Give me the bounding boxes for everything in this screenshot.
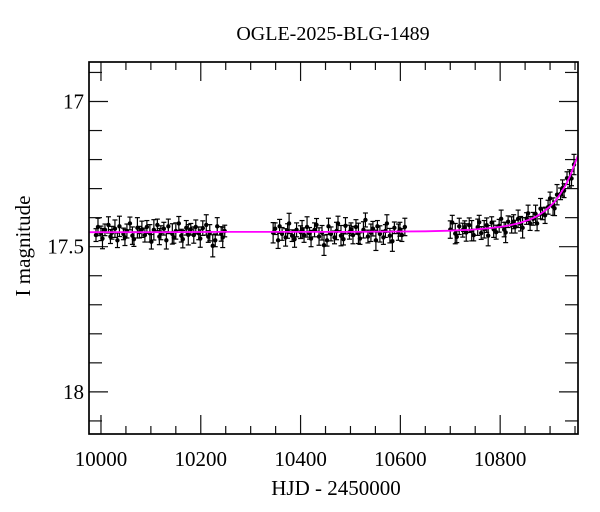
data-point: [392, 225, 397, 231]
data-point: [292, 236, 297, 242]
axis-ticks: [89, 62, 578, 434]
data-point: [520, 225, 525, 231]
data-point: [402, 224, 408, 230]
data-point: [534, 221, 540, 226]
data-point: [350, 232, 356, 238]
data-point: [155, 222, 160, 228]
data-point: [363, 217, 368, 223]
data-point: [314, 222, 319, 228]
data-point: [286, 221, 292, 226]
data-point: [272, 226, 278, 231]
data-point: [115, 238, 120, 243]
data-point: [176, 221, 182, 226]
data-point: [341, 236, 346, 242]
data-point: [353, 224, 359, 230]
data-point: [161, 226, 167, 231]
data-point: [338, 233, 344, 238]
data-point: [390, 238, 395, 244]
data-point: [127, 221, 133, 226]
data-point: [485, 233, 491, 238]
data-point: [328, 231, 334, 237]
data-point: [316, 234, 322, 239]
x-tick-label: 10600: [374, 447, 427, 471]
data-point: [377, 231, 383, 237]
data-point: [289, 233, 295, 238]
tick-labels: 10000 10200 10400 10600 10800 17 17.5 18: [47, 89, 526, 471]
model-curve: [89, 155, 579, 234]
plot-frame: [88, 61, 579, 435]
data-point: [464, 230, 469, 235]
data-point: [384, 221, 390, 226]
data-point: [112, 226, 118, 231]
data-point: [193, 224, 198, 230]
data-point: [144, 224, 150, 230]
data-point: [200, 225, 205, 231]
data-point: [478, 230, 484, 236]
data-point: [102, 227, 108, 233]
data-points: [93, 153, 577, 258]
y-axis-label: I magnitude: [11, 196, 35, 297]
data-point: [454, 234, 459, 240]
data-point: [533, 211, 538, 217]
data-point: [335, 221, 341, 226]
data-point: [149, 239, 154, 244]
y-tick-label: 18: [63, 380, 84, 404]
data-point: [498, 216, 504, 222]
data-point: [279, 231, 285, 237]
data-point: [450, 220, 455, 225]
data-point: [324, 238, 330, 243]
data-point: [373, 238, 379, 243]
data-point: [142, 232, 148, 238]
data-point: [505, 219, 511, 224]
data-point: [493, 229, 499, 235]
x-tick-label: 10000: [75, 447, 128, 471]
data-point: [308, 236, 314, 241]
data-point: [515, 216, 521, 222]
y-tick-label: 17: [63, 89, 84, 113]
model-curve-layer: [89, 155, 579, 234]
data-point: [213, 238, 218, 243]
data-point: [503, 230, 508, 235]
data-point: [198, 236, 203, 241]
data-point: [180, 236, 186, 242]
data-point: [188, 227, 193, 232]
data-point: [552, 206, 557, 211]
data-point: [332, 235, 337, 240]
data-point: [95, 224, 101, 230]
plot-title: OGLE-2025-BLG-1489: [236, 23, 429, 45]
data-point: [117, 224, 122, 229]
data-point: [343, 223, 348, 228]
data-point: [467, 223, 472, 228]
data-point: [171, 235, 177, 240]
data-point: [100, 236, 105, 241]
data-point: [301, 232, 307, 238]
data-point: [471, 232, 476, 238]
data-point: [527, 221, 533, 226]
x-axis-label: HJD - 2450000: [271, 476, 401, 500]
data-point: [166, 224, 171, 229]
data-point: [321, 243, 327, 248]
data-point: [569, 176, 574, 181]
data-point: [348, 227, 354, 232]
data-point: [210, 243, 215, 249]
data-point: [204, 222, 209, 228]
data-point: [477, 220, 482, 225]
data-point: [275, 238, 281, 243]
data-point: [387, 233, 393, 238]
data-point: [215, 224, 220, 229]
x-tick-label: 10800: [474, 447, 527, 471]
data-point: [365, 234, 371, 239]
x-tick-label: 10400: [274, 447, 327, 471]
data-point: [457, 224, 462, 229]
data-point: [525, 211, 531, 216]
data-point: [164, 238, 169, 243]
data-point: [184, 225, 189, 231]
data-point: [294, 227, 299, 233]
y-tick-label: 17.5: [47, 235, 84, 259]
x-tick-label: 10200: [175, 447, 228, 471]
